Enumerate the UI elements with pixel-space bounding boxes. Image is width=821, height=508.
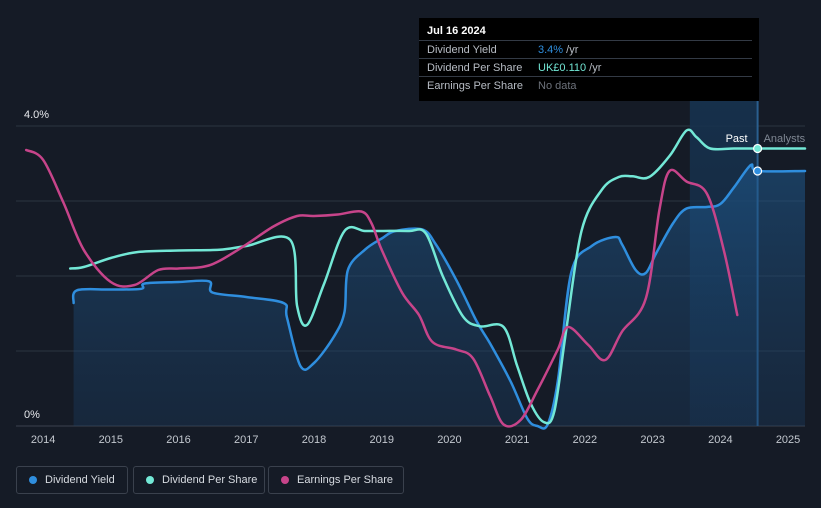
- tooltip-value: No data: [538, 80, 577, 92]
- analysts-label: Analysts: [764, 133, 806, 145]
- axis-labels: 4.0% 0% 2014 2015 2016 2017 2018 2019 2020 2021 20…: [24, 109, 806, 446]
- tooltip-label: Dividend Yield: [427, 44, 497, 56]
- x-tick-label: 2016: [166, 434, 190, 446]
- tooltip-value: UK£0.110 /yr: [538, 62, 601, 74]
- tooltip-unit: /yr: [563, 44, 579, 56]
- tooltip-number: 3.4%: [538, 44, 564, 56]
- legend-dividend-yield[interactable]: Dividend Yield: [16, 466, 128, 494]
- end-marker-dividend-per-share: [752, 143, 763, 154]
- series-line-earnings-per-share: [24, 148, 739, 428]
- past-label: Past: [726, 133, 748, 145]
- legend-label: Earnings Per Share: [297, 474, 393, 486]
- tooltip-value: 3.4% /yr: [538, 44, 578, 56]
- tooltip-date: Jul 16 2024: [427, 25, 486, 37]
- series-lines: [24, 128, 807, 430]
- legend-dot-icon: [146, 476, 154, 484]
- legend-dividend-per-share[interactable]: Dividend Per Share: [133, 466, 265, 494]
- x-tick-label: 2019: [369, 434, 393, 446]
- legend-label: Dividend Per Share: [162, 474, 258, 486]
- tooltip-number: UK£0.110: [538, 62, 587, 74]
- tooltip-row-dividend-per-share: Dividend Per Share UK£0.110 /yr: [419, 58, 752, 77]
- tooltip-unit: /yr: [586, 62, 602, 74]
- legend-label: Dividend Yield: [45, 474, 115, 486]
- end-marker-dividend-yield: [752, 166, 763, 176]
- x-tick-label: 2020: [437, 434, 461, 446]
- tooltip: Jul 16 2024 Dividend Yield 3.4% /yr Divi…: [419, 18, 759, 101]
- tooltip-label: Dividend Per Share: [427, 62, 523, 74]
- x-tick-label: 2025: [776, 434, 800, 446]
- tooltip-label: Earnings Per Share: [427, 80, 523, 92]
- x-tick-label: 2021: [505, 434, 529, 446]
- tooltip-row-dividend-yield: Dividend Yield 3.4% /yr: [419, 40, 752, 59]
- tooltip-number: No data: [538, 80, 577, 92]
- legend-dot-icon: [281, 476, 289, 484]
- legend-dot-icon: [29, 476, 37, 484]
- yield-area: [73, 164, 805, 429]
- x-tick-label: 2014: [31, 434, 55, 446]
- x-tick-label: 2022: [573, 434, 597, 446]
- series-line-dividend-yield: [71, 163, 807, 430]
- series-area-dividend-yield: [73, 164, 805, 429]
- x-tick-label: 2018: [302, 434, 326, 446]
- y-tick-label-top: 4.0%: [24, 109, 49, 121]
- legend-earnings-per-share[interactable]: Earnings Per Share: [268, 466, 404, 494]
- series-line-dividend-per-share: [68, 128, 807, 425]
- x-tick-label: 2024: [708, 434, 732, 446]
- x-tick-label: 2017: [234, 434, 258, 446]
- tooltip-row-earnings-per-share: Earnings Per Share No data: [419, 76, 752, 95]
- x-tick-label: 2023: [640, 434, 664, 446]
- x-tick-label: 2015: [99, 434, 123, 446]
- y-tick-label-bottom: 0%: [24, 409, 40, 421]
